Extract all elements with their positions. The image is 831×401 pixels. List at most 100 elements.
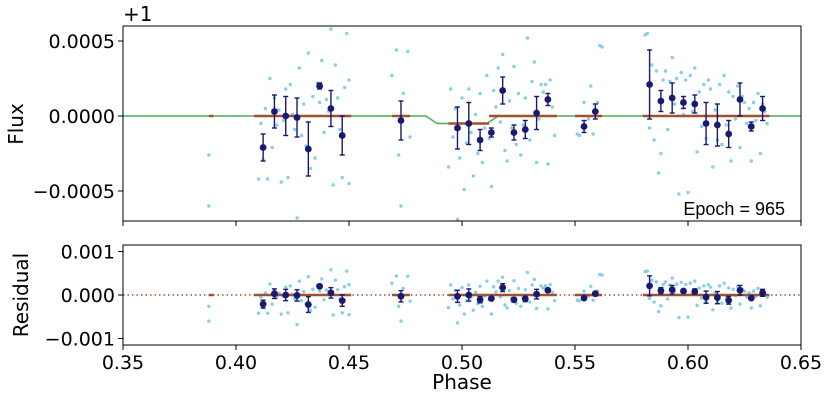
residual-raw-point (324, 288, 329, 292)
residual-binned-point (680, 287, 687, 295)
flux-binned-point (702, 120, 710, 127)
flux-binned-point (316, 82, 324, 90)
flux-raw-point (661, 78, 665, 82)
flux-raw-point (656, 171, 661, 175)
flux-raw-point (390, 73, 394, 78)
flux-raw-point (394, 48, 399, 52)
residual-raw-point (473, 290, 478, 295)
phase-tick-label: 0.35 (102, 352, 144, 374)
flux-raw-point (525, 36, 530, 40)
residual-raw-point (647, 296, 652, 301)
residual-raw-point (333, 278, 338, 282)
flux-raw-point (306, 51, 311, 55)
flux-raw-point (311, 94, 315, 99)
residual-raw-point (708, 285, 713, 289)
flux-raw-point (717, 82, 722, 87)
flux-raw-point (494, 105, 498, 109)
residual-raw-point (722, 281, 726, 285)
residual-y-tick-label: 0.001 (61, 242, 115, 264)
residual-raw-point (582, 289, 586, 293)
residual-binned-point (454, 292, 461, 300)
phase-tick-label: 0.40 (215, 352, 257, 374)
flux-raw-point (733, 117, 738, 121)
residual-binned-point (487, 295, 495, 302)
flux-raw-point (722, 73, 726, 78)
flux-raw-point (284, 87, 288, 91)
residual-raw-point (263, 291, 268, 295)
residual-raw-point (656, 309, 661, 314)
residual-raw-point (702, 284, 706, 288)
residual-raw-point (270, 302, 274, 306)
residual-raw-point (320, 277, 324, 281)
flux-raw-point (546, 162, 550, 166)
flux-raw-point (469, 130, 473, 135)
flux-raw-point (270, 145, 274, 150)
residual-raw-point (288, 284, 292, 288)
flux-raw-point (455, 217, 460, 222)
phase-tick-label: 0.50 (441, 352, 483, 374)
flux-raw-point (333, 63, 338, 67)
residual-raw-point (745, 295, 749, 299)
residual-raw-point (340, 311, 344, 315)
residual-raw-point (406, 274, 410, 279)
flux-raw-point (532, 60, 537, 64)
flux-raw-point (548, 78, 552, 82)
flux-raw-point (299, 133, 304, 138)
flux-raw-point (738, 145, 742, 150)
flux-raw-point (702, 82, 706, 87)
flux-raw-points (207, 27, 769, 222)
residual-raw-point (756, 286, 760, 291)
flux-raw-point (446, 165, 451, 169)
flux-raw-point (724, 123, 729, 127)
residual-raw-point (530, 283, 534, 287)
residual-raw-point (645, 269, 650, 273)
residual-x-ticks: 0.35 0.40 0.45 0.50 0.55 0.60 0.65 (102, 345, 822, 374)
flux-raw-point (491, 88, 496, 93)
flux-raw-point (507, 99, 512, 103)
flux-raw-point (693, 66, 697, 70)
flux-raw-point (765, 121, 769, 126)
flux-raw-point (259, 121, 263, 126)
flux-raw-point (473, 112, 478, 117)
flux-binned-point (736, 96, 744, 103)
residual-binned-point (316, 282, 324, 290)
flux-raw-point (342, 85, 347, 90)
flux-raw-point (537, 117, 541, 121)
residual-raw-point (516, 286, 521, 291)
residual-raw-point (534, 306, 539, 311)
flux-raw-point (589, 84, 593, 88)
residual-binned-point (713, 294, 721, 302)
flux-raw-point (288, 82, 292, 87)
flux-raw-point (485, 73, 489, 78)
flux-x-ticks (122, 221, 802, 226)
residual-raw-point (688, 281, 692, 285)
phase-tick-label: 0.45 (328, 352, 370, 374)
flux-binned-point (338, 132, 346, 139)
flux-raw-point (313, 156, 317, 160)
flux-raw-point (747, 106, 751, 111)
residual-raw-point (286, 311, 290, 315)
flux-raw-point (256, 177, 261, 181)
residual-raw-point (532, 277, 537, 282)
flux-raw-point (577, 133, 582, 138)
residual-raw-point (661, 282, 665, 287)
epoch-annotation: Epoch = 965 (683, 199, 785, 219)
residual-binned-point (759, 289, 766, 297)
flux-binned-segments (208, 114, 770, 125)
residual-raw-point (591, 298, 595, 302)
flux-binned-point (397, 117, 405, 124)
flux-raw-point (650, 63, 654, 67)
residual-raw-point (306, 275, 311, 279)
residual-binned-point (521, 295, 529, 303)
flux-raw-point (758, 151, 763, 156)
flux-raw-point (514, 142, 518, 147)
flux-raw-point (505, 159, 509, 163)
phase-tick-label: 0.65 (780, 352, 822, 374)
residual-y-axis-label: Residual (9, 253, 33, 337)
flux-raw-point (265, 177, 270, 181)
residual-raw-point (670, 276, 674, 280)
flux-raw-point (320, 58, 324, 63)
flux-raw-point (552, 133, 557, 138)
flux-raw-point (480, 160, 485, 165)
flux-raw-point (274, 123, 279, 127)
